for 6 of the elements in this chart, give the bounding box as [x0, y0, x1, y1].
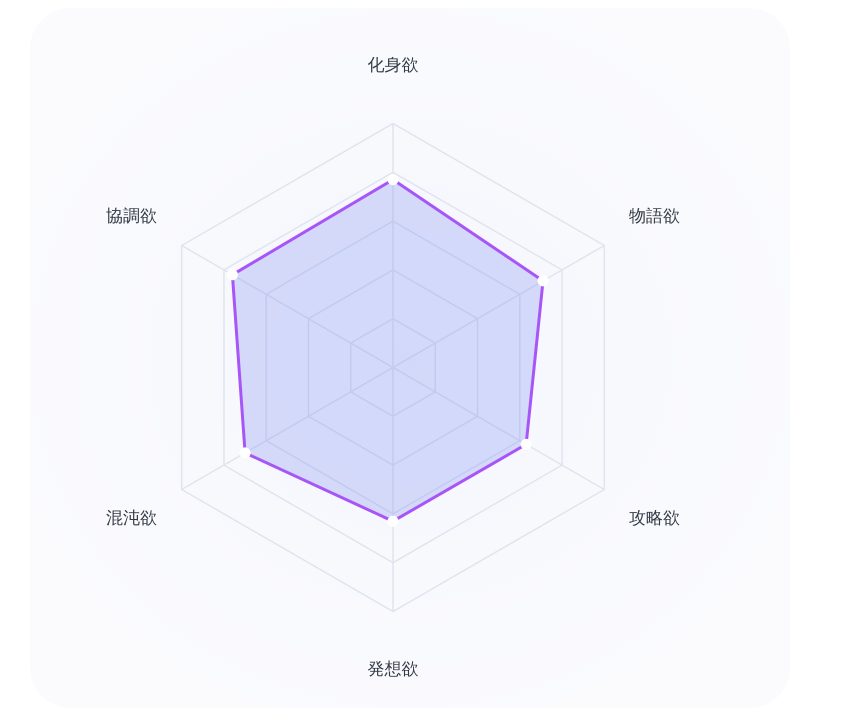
spoke-label: 発想欲: [368, 660, 418, 680]
spoke-label: 混沌欲: [106, 508, 157, 528]
spoke-label: 協調欲: [106, 206, 157, 226]
spoke-label: 化身欲: [368, 56, 418, 76]
spoke-label: 物語欲: [629, 206, 680, 226]
spoke-label: 攻略欲: [629, 508, 680, 528]
